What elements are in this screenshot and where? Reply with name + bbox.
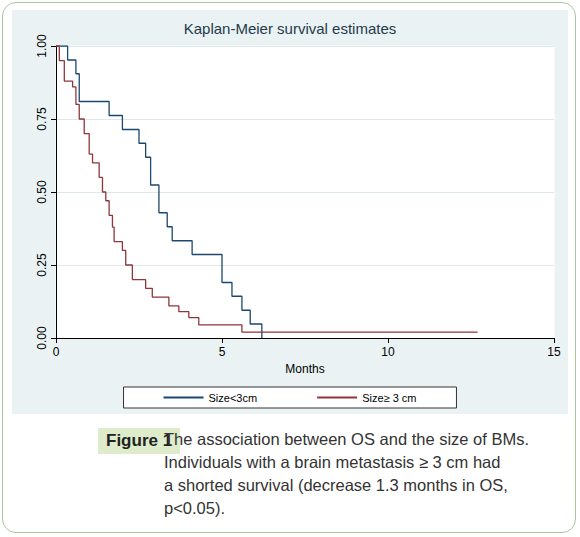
html-text:Figure 1: Figure 1: [106, 431, 173, 450]
svg-text:15: 15: [547, 345, 561, 359]
svg-text:0.25: 0.25: [35, 253, 49, 277]
svg-text:0: 0: [53, 345, 60, 359]
html-text:Individuals with a brain metas: Individuals with a brain metastasis ≥ 3 …: [164, 453, 501, 471]
svg-text:Size<3cm: Size<3cm: [209, 392, 258, 404]
svg-text:0.50: 0.50: [35, 180, 49, 204]
svg-text:5: 5: [219, 345, 226, 359]
svg-text:Kaplan-Meier survival estimate: Kaplan-Meier survival estimates: [184, 20, 397, 37]
svg-text:1.00: 1.00: [35, 34, 49, 58]
svg-text:Size≥ 3 cm: Size≥ 3 cm: [362, 392, 416, 404]
html-text:The association between OS and: The association between OS and the size …: [164, 430, 529, 448]
html-text:p<0.05).: p<0.05).: [164, 499, 225, 517]
svg-text:10: 10: [381, 345, 395, 359]
svg-text:0.00: 0.00: [35, 326, 49, 350]
html-text:a shorted survival (decrease 1: a shorted survival (decrease 1.3 months …: [164, 476, 508, 494]
svg-text:Months: Months: [285, 362, 324, 376]
svg-text:0.75: 0.75: [35, 107, 49, 131]
